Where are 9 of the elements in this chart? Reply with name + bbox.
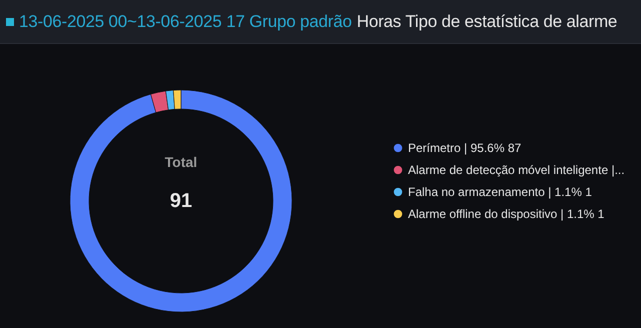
donut-slice [70,90,292,312]
legend-label: Falha no armazenamento | 1.1% 1 [408,185,592,199]
text: Total [164,154,198,170]
chart-title: 13-06-2025 00~13-06-2025 17 Grupo padrão [19,12,352,32]
legend-label: Alarme offline do dispositivo | 1.1% 1 [408,207,605,221]
legend-label: Alarme de detecção móvel inteligente |... [408,163,625,177]
chart-subtitle: Horas Tipo de estatística de alarme [356,12,618,32]
text: 91 [170,190,192,212]
legend-label: Perímetro | 95.6% 87 [408,141,522,155]
